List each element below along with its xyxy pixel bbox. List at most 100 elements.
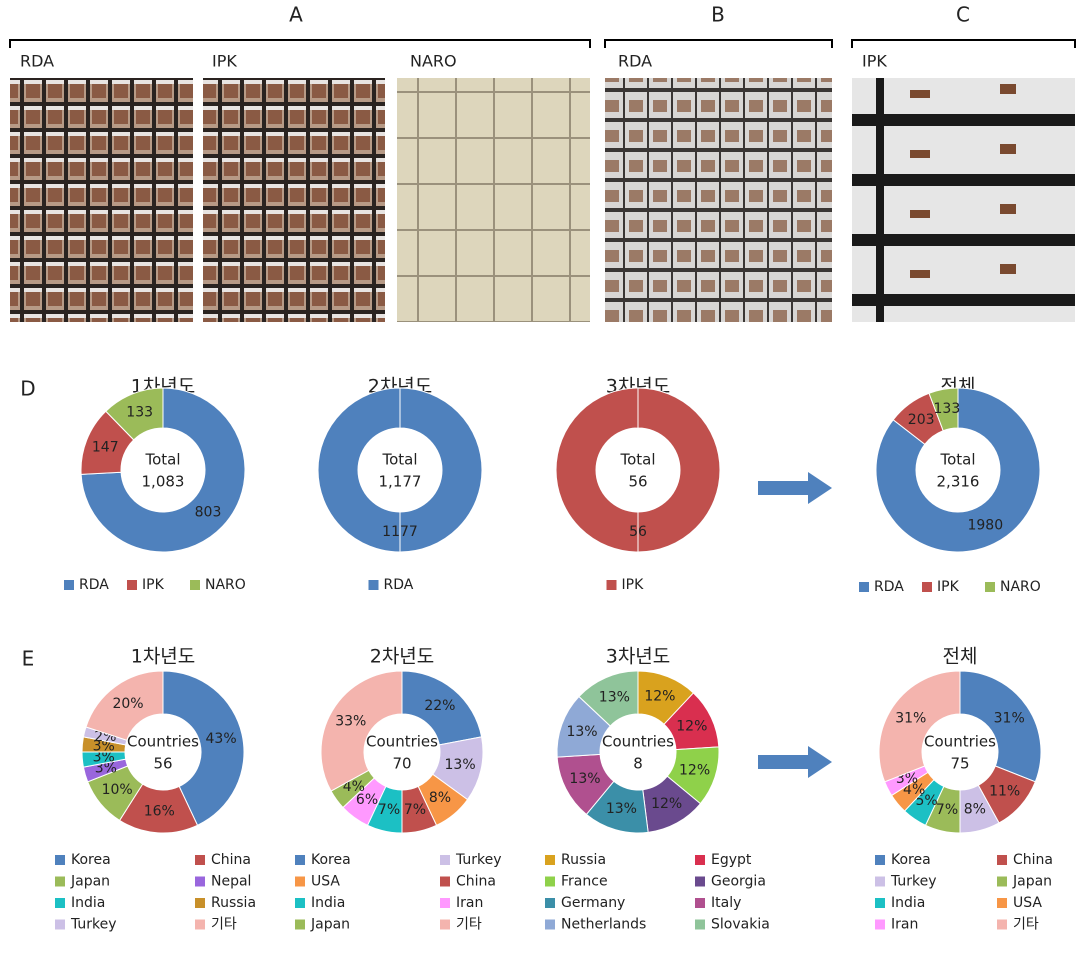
data-label: 20% [112, 696, 143, 712]
legend-label: IPK [142, 577, 165, 593]
data-label: 22% [424, 698, 455, 714]
data-label: 31% [994, 711, 1025, 727]
donut-slice [555, 387, 721, 553]
chart-title: 3차년도 [606, 646, 671, 668]
legend-label: Japan [70, 874, 110, 890]
data-label: 4% [903, 782, 925, 798]
legend-label: 기타 [456, 917, 482, 933]
photo-label: IPK [862, 52, 887, 71]
legend-label: RDA [79, 577, 109, 593]
legend-swatch [440, 876, 450, 887]
legend-swatch [997, 898, 1007, 908]
panel-label: E [22, 647, 35, 671]
photo-label: RDA [618, 52, 652, 71]
donut-slice [105, 387, 164, 441]
data-label: 8% [964, 802, 986, 818]
data-label: 3% [95, 761, 117, 777]
legend-label: 기타 [211, 917, 237, 933]
legend-label: Iran [456, 895, 483, 911]
data-label: 43% [206, 731, 237, 747]
chart-title: 전체 [943, 646, 978, 668]
legend-label: China [211, 852, 251, 868]
legend-swatch [545, 855, 555, 865]
legend-label: Nepal [211, 874, 251, 890]
data-label: 10% [102, 782, 133, 798]
legend-label: RDA [874, 579, 904, 595]
legend-swatch [997, 919, 1007, 930]
bracket [604, 39, 833, 48]
center-label: Countries [127, 733, 199, 751]
legend-label: Korea [71, 852, 111, 868]
donut-slice [162, 670, 245, 826]
photo [397, 78, 590, 322]
legend-swatch [195, 919, 205, 930]
data-label: 4% [343, 779, 365, 795]
center-label: Countries [602, 733, 674, 751]
center-value: 75 [950, 755, 969, 773]
data-label: 1177 [382, 524, 418, 540]
photo [605, 78, 832, 322]
legend-swatch [985, 582, 995, 592]
center-label: Total [381, 451, 417, 469]
legend-label: Japan [310, 917, 350, 933]
donut-slice [317, 387, 483, 553]
photo-panels: A B C D E RDA IPK NARO RDA IPK [9, 3, 1076, 778]
donut-slice [875, 387, 1041, 553]
center-value: 70 [392, 755, 411, 773]
legend-label: Korea [891, 852, 931, 868]
legend-swatch [127, 580, 137, 590]
legend-swatch [190, 580, 200, 590]
legend-label: Japan [1012, 874, 1052, 890]
legend-swatch [368, 580, 379, 590]
legend-swatch [545, 919, 555, 930]
data-label: 16% [144, 803, 175, 819]
legend-swatch [695, 898, 705, 908]
legend-swatch [695, 855, 705, 865]
legend-label: USA [311, 874, 340, 890]
legend-label: NARO [1000, 579, 1041, 595]
photo-label: IPK [212, 52, 237, 71]
legend-swatch [440, 919, 450, 930]
legend-swatch [195, 876, 205, 887]
data-label: 5% [915, 793, 937, 809]
data-label: 8% [429, 790, 451, 806]
legend-label: IPK [622, 577, 645, 593]
panel-label: C [956, 3, 970, 27]
legend-swatch [545, 876, 555, 887]
legend-swatch [875, 919, 885, 930]
legend-swatch [55, 919, 65, 930]
legend-label: Russia [211, 895, 256, 911]
panel-label: D [20, 377, 35, 401]
data-label: 31% [895, 711, 926, 727]
data-label: 12% [651, 796, 682, 812]
data-label: 1980 [967, 518, 1003, 534]
legend-swatch [875, 876, 885, 887]
center-label: Total [144, 451, 180, 469]
data-label: 203 [908, 412, 935, 428]
legend-label: Turkey [890, 874, 937, 890]
data-label: 13% [606, 801, 637, 817]
legend-label: Egypt [711, 852, 752, 868]
data-label: 33% [335, 714, 366, 730]
photo [10, 78, 193, 322]
legend-swatch [922, 582, 932, 592]
bracket [851, 39, 1076, 48]
arrow [758, 746, 832, 778]
center-value: 1,177 [379, 473, 422, 491]
center-label: Total [939, 451, 975, 469]
donut-slice [320, 670, 403, 792]
legend-label: USA [1013, 895, 1042, 911]
center-value: 1,083 [142, 473, 185, 491]
data-label: 11% [989, 783, 1020, 799]
legend-label: 기타 [1013, 917, 1039, 933]
legend-swatch [295, 876, 305, 887]
legend-swatch [55, 898, 65, 908]
panel-label: A [289, 3, 303, 27]
legend-label: France [561, 874, 608, 890]
photo [852, 78, 1075, 322]
legend-label: Italy [711, 895, 741, 911]
data-label: 12% [679, 762, 710, 778]
data-label: 133 [126, 405, 153, 421]
legend-label: Iran [891, 917, 918, 933]
